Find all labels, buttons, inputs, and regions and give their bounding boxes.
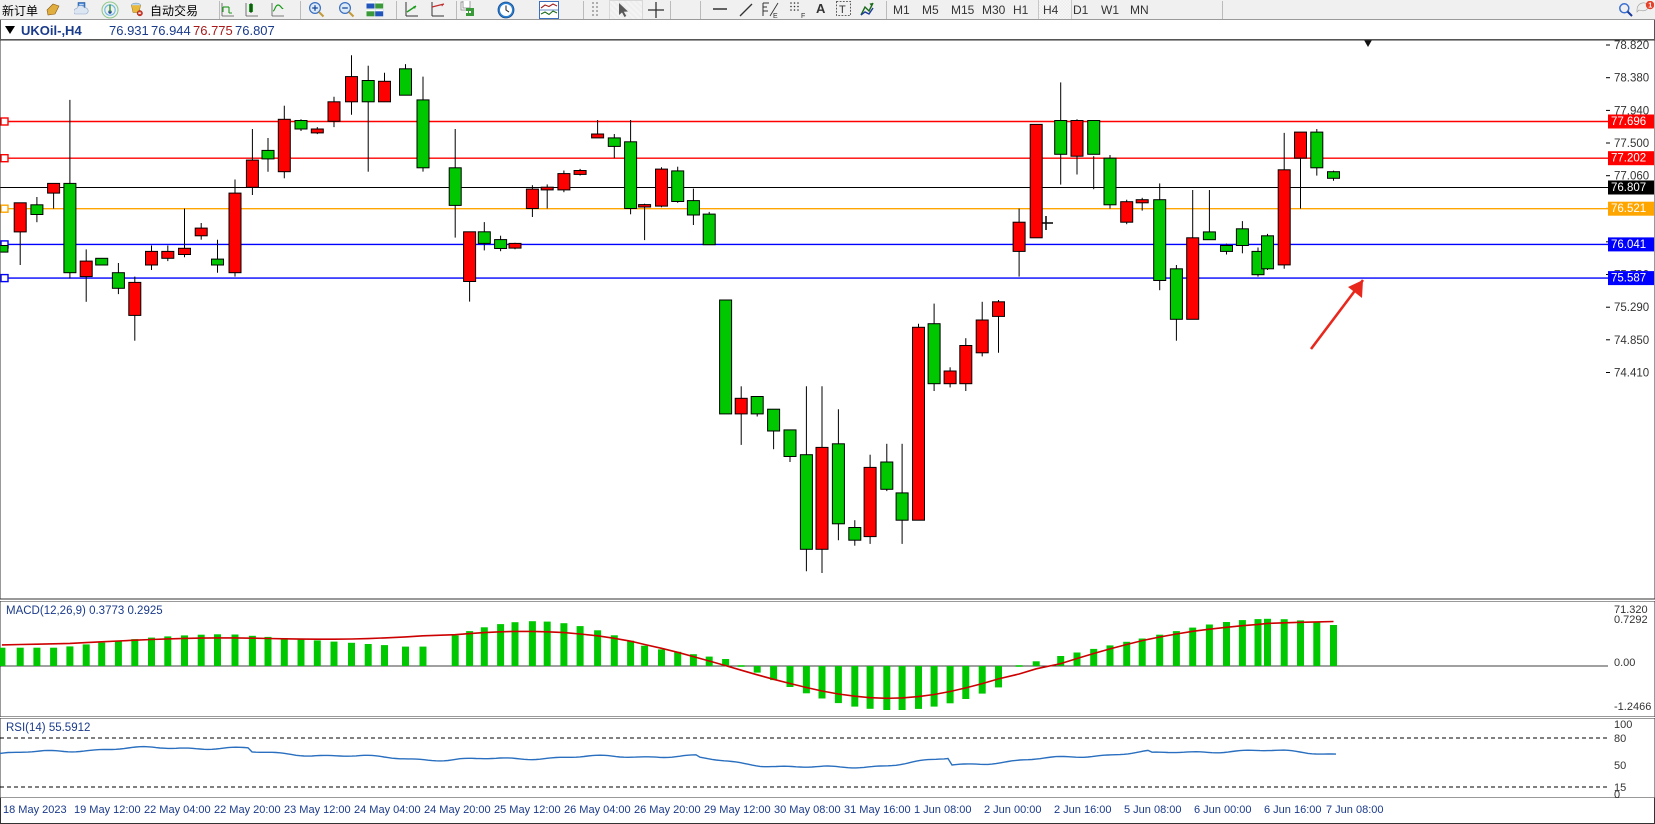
- svg-text:RSI(14) 55.5912: RSI(14) 55.5912: [6, 722, 90, 734]
- svg-text:1: 1: [1648, 3, 1652, 10]
- svg-text:T: T: [839, 4, 846, 16]
- svg-text:50: 50: [1614, 760, 1626, 772]
- svg-text:0: 0: [1614, 789, 1620, 798]
- svg-text:76.041: 76.041: [1611, 239, 1646, 251]
- svg-text:77.202: 77.202: [1611, 153, 1646, 165]
- svg-text:78.820: 78.820: [1614, 40, 1649, 52]
- svg-text:76.807: 76.807: [1611, 182, 1646, 194]
- svg-text:MACD(12,26,9) 0.3773 0.2925: MACD(12,26,9) 0.3773 0.2925: [6, 605, 163, 617]
- svg-text:74.410: 74.410: [1614, 368, 1649, 380]
- svg-text:80: 80: [1614, 733, 1626, 745]
- svg-text:E: E: [773, 13, 778, 18]
- svg-text:77.500: 77.500: [1614, 138, 1649, 150]
- svg-text:100: 100: [1614, 719, 1632, 731]
- svg-text:78.380: 78.380: [1614, 73, 1649, 85]
- svg-text:75.587: 75.587: [1611, 273, 1646, 285]
- svg-text:0.00: 0.00: [1614, 657, 1635, 669]
- svg-text:A: A: [816, 1, 826, 16]
- svg-text:0.7292: 0.7292: [1614, 614, 1648, 626]
- svg-text:-1.2466: -1.2466: [1614, 701, 1651, 713]
- svg-text:77.696: 77.696: [1611, 116, 1646, 128]
- svg-text:75.290: 75.290: [1614, 302, 1649, 314]
- svg-text:76.521: 76.521: [1611, 203, 1646, 215]
- svg-text:F: F: [801, 13, 805, 18]
- svg-text:74.850: 74.850: [1614, 335, 1649, 347]
